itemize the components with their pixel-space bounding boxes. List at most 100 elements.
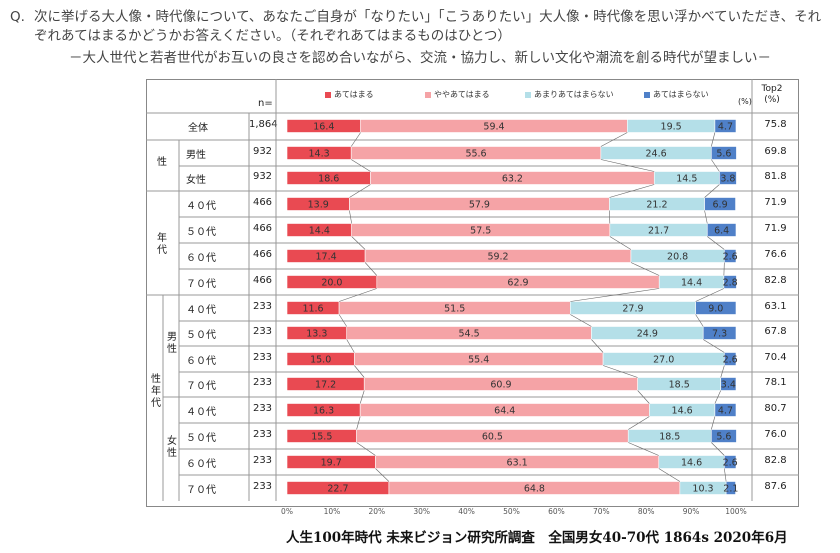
row-top2-5: 71.9 <box>764 223 787 234</box>
legend-swatch-3 <box>525 91 531 98</box>
bar-label-8-1: 11.6 <box>302 304 323 315</box>
row-n-3: 932 <box>252 171 273 182</box>
bar-label-12-1: 16.3 <box>313 406 334 417</box>
bar-label-13-4: 5.6 <box>716 432 731 443</box>
bar-label-14-1: 19.7 <box>321 458 342 469</box>
bar-segment-1-4 <box>714 119 737 133</box>
connector-line <box>628 416 650 430</box>
bar-label-10-4: 2.6 <box>723 355 738 366</box>
connector-line <box>359 390 365 404</box>
row-label-13: ５０代 <box>186 433 216 444</box>
bar-label-1-1: 16.4 <box>313 122 334 133</box>
connector-line <box>570 288 660 302</box>
group-label-sexage-text: 性年代 <box>151 374 161 409</box>
connector-line <box>704 184 720 198</box>
row-label-11: ７０代 <box>186 381 216 392</box>
bar-label-5-3: 21.7 <box>648 226 669 237</box>
bar-label-1-4: 4.7 <box>718 122 733 133</box>
bar-label-2-2: 55.6 <box>465 149 486 160</box>
connector-line <box>703 339 725 353</box>
bar-segment-8-4 <box>695 301 737 315</box>
x-tick-label-5: 40% <box>458 507 475 516</box>
bar-label-8-4: 9.0 <box>708 304 723 315</box>
group-label-sexage: 性年代 <box>150 374 162 410</box>
row-top2-11: 78.1 <box>764 377 787 388</box>
bar-label-5-4: 6.4 <box>714 226 729 237</box>
connector-line <box>356 416 361 430</box>
row-n-11: 233 <box>252 377 273 388</box>
bar-segment-2-4 <box>711 146 737 160</box>
bar-label-9-3: 24.9 <box>637 329 658 340</box>
bar-label-10-2: 55.4 <box>468 355 489 366</box>
row-n-1: 1,864 <box>249 119 278 130</box>
bar-label-9-1: 13.3 <box>306 329 327 340</box>
legend-swatch-2 <box>425 91 431 98</box>
x-tick-label-7: 60% <box>548 507 565 516</box>
x-tick-label-6: 50% <box>503 507 520 516</box>
top2-header: Top2 (%) <box>752 84 792 106</box>
connector-line <box>704 210 708 224</box>
row-n-8: 233 <box>252 301 273 312</box>
connector-line <box>609 236 632 250</box>
bar-label-7-2: 62.9 <box>507 278 528 289</box>
legend-item-4: あてはまらない <box>644 89 709 100</box>
legend-label-4: あてはまらない <box>653 90 709 99</box>
connector-line <box>724 468 727 482</box>
connector-line <box>695 314 704 327</box>
bar-label-11-2: 60.9 <box>490 380 511 391</box>
row-n-14: 233 <box>252 455 273 466</box>
row-n-13: 233 <box>252 429 273 440</box>
bar-label-3-2: 63.2 <box>502 174 523 185</box>
row-n-9: 233 <box>252 326 273 337</box>
group-label-female: 女性 <box>166 436 178 460</box>
top2-header-line2: (%) <box>764 95 780 105</box>
connector-line <box>600 159 655 172</box>
connector-line <box>658 468 681 482</box>
connector-line <box>609 184 655 198</box>
bar-label-1-2: 59.4 <box>483 122 504 133</box>
connector-line <box>695 288 725 302</box>
bar-segment-5-4 <box>706 223 737 237</box>
footer-source: 人生100年時代 未来ビジョン研究所調査 全国男女40-70代 1864s 20… <box>286 530 788 546</box>
row-top2-8: 63.1 <box>764 301 787 312</box>
connector-line <box>602 365 638 378</box>
x-tick-label-4: 30% <box>413 507 430 516</box>
bar-label-3-4: 3.8 <box>720 174 735 185</box>
x-tick-label-8: 70% <box>593 507 610 516</box>
row-top2-13: 76.0 <box>764 429 787 440</box>
bar-label-9-4: 7.3 <box>712 329 727 340</box>
bar-segment-7-4 <box>723 275 737 289</box>
row-n-7: 466 <box>252 275 273 286</box>
bar-label-15-3: 10.3 <box>692 484 713 495</box>
bar-label-4-4: 6.9 <box>713 200 728 211</box>
connector-line <box>346 339 355 353</box>
legend-item-2: ややあてはまる <box>425 89 490 100</box>
row-top2-6: 76.6 <box>764 249 787 260</box>
bar-segment-13-4 <box>711 429 737 443</box>
row-top2-1: 75.8 <box>764 119 787 130</box>
bar-label-3-1: 18.6 <box>318 174 339 185</box>
bar-segment-10-4 <box>724 352 737 366</box>
bar-label-2-4: 5.6 <box>716 149 731 160</box>
group-label-female-text: 女性 <box>167 436 177 459</box>
row-top2-12: 80.7 <box>764 403 787 414</box>
bar-label-11-1: 17.2 <box>315 380 336 391</box>
row-label-4: ４０代 <box>186 201 216 212</box>
bar-label-5-2: 57.5 <box>470 226 491 237</box>
group-label-male: 男性 <box>166 332 178 356</box>
connector-line <box>354 365 365 378</box>
connector-line <box>375 468 390 482</box>
row-top2-4: 71.9 <box>764 197 787 208</box>
row-n-2: 932 <box>252 146 273 157</box>
bar-label-4-2: 57.9 <box>469 200 490 211</box>
group-label-sex: 性 <box>157 157 167 168</box>
row-top2-9: 67.8 <box>764 326 787 337</box>
bar-label-15-2: 64.8 <box>524 484 545 495</box>
bar-segment-6-4 <box>724 249 737 263</box>
legend-item-1: あてはまる <box>325 89 374 100</box>
bar-label-6-3: 20.8 <box>667 252 688 263</box>
connector-line <box>351 236 366 250</box>
x-tick-label-3: 20% <box>368 507 385 516</box>
bar-label-7-3: 14.4 <box>681 278 702 289</box>
connector-line <box>720 365 725 378</box>
